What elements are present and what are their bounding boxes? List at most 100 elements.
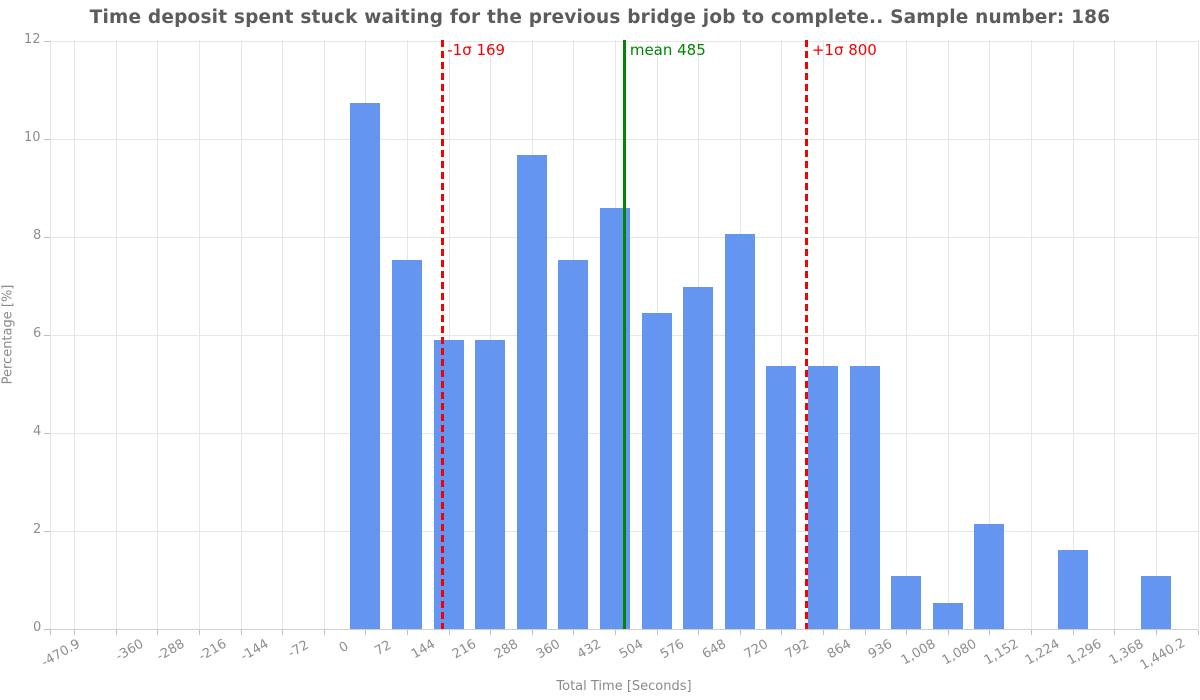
histogram-bar <box>350 102 381 630</box>
x-tick <box>531 630 533 636</box>
x-axis-line <box>44 629 1198 631</box>
x-tick <box>323 630 325 636</box>
x-tick-label: -360 <box>113 636 147 665</box>
x-tick-label: 1,152 <box>981 636 1022 668</box>
x-tick-label: 504 <box>616 636 646 663</box>
y-tick <box>44 433 50 435</box>
histogram-bar <box>974 523 1005 630</box>
plus-1-sigma-line <box>805 40 809 630</box>
x-axis-title: Total Time [Seconds] <box>556 679 692 694</box>
v-gridline <box>74 40 76 630</box>
mean-line <box>623 40 627 630</box>
x-tick-label: 1,440.2 <box>1137 635 1189 674</box>
histogram-bar <box>724 234 755 630</box>
x-tick <box>157 630 159 636</box>
histogram-bar <box>849 365 880 630</box>
x-tick-label: 1,008 <box>898 636 938 668</box>
x-tick-label: 288 <box>491 636 521 663</box>
histogram-bar <box>766 365 797 630</box>
histogram-bar <box>475 339 506 630</box>
y-tick <box>44 629 50 631</box>
histogram-bar <box>891 576 922 630</box>
x-tick <box>781 630 783 636</box>
y-tick <box>44 139 50 141</box>
y-tick-label: 12 <box>24 32 41 48</box>
plus-1-sigma-label: +1σ 800 <box>811 41 877 59</box>
x-tick <box>947 630 949 636</box>
v-gridline <box>864 40 866 630</box>
x-tick <box>989 630 991 636</box>
x-tick <box>823 630 825 636</box>
y-tick-label: 4 <box>33 424 42 440</box>
x-tick-label: 864 <box>824 636 854 663</box>
x-tick-label: -470.9 <box>39 636 84 671</box>
x-tick <box>240 630 242 636</box>
v-gridline <box>50 40 51 630</box>
y-tick-label: 8 <box>33 228 42 244</box>
x-tick <box>1198 630 1199 636</box>
v-gridline <box>906 40 908 630</box>
x-tick-label: 72 <box>372 637 395 660</box>
v-gridline <box>198 40 200 630</box>
v-gridline <box>1114 40 1116 630</box>
v-gridline <box>1198 40 1199 630</box>
histogram-bar <box>1057 550 1088 630</box>
v-gridline <box>490 40 492 630</box>
y-tick <box>44 531 50 533</box>
v-gridline <box>240 40 242 630</box>
histogram-bar <box>683 286 714 630</box>
x-tick-label: 216 <box>450 636 480 663</box>
y-tick <box>44 335 50 337</box>
x-tick <box>573 630 575 636</box>
x-tick-label: 720 <box>741 636 771 663</box>
v-gridline <box>448 40 450 630</box>
x-tick <box>615 630 616 636</box>
x-tick-label: -216 <box>196 636 230 665</box>
x-tick-label: -288 <box>154 636 188 665</box>
x-tick-label: 0 <box>337 638 352 656</box>
x-tick-label: -72 <box>285 637 312 662</box>
histogram-bar <box>932 602 963 630</box>
v-gridline <box>947 40 949 630</box>
x-tick <box>656 630 658 636</box>
x-tick <box>448 630 450 636</box>
chart-title: Time deposit spent stuck waiting for the… <box>89 7 1111 28</box>
histogram-bar <box>558 260 589 630</box>
x-tick-label: 432 <box>575 636 605 663</box>
histogram-bar <box>516 155 547 630</box>
x-tick <box>490 630 492 636</box>
y-tick-label: 10 <box>24 130 41 146</box>
v-gridline <box>1155 40 1157 630</box>
histogram-bar <box>392 260 422 630</box>
x-tick-label: 576 <box>658 636 688 663</box>
v-gridline <box>323 40 325 630</box>
x-tick-label: 360 <box>533 636 563 663</box>
histogram-bar <box>433 339 464 630</box>
x-tick-label: 1,224 <box>1023 636 1063 668</box>
x-tick-label: 1,296 <box>1064 636 1105 668</box>
x-tick-label: 648 <box>699 636 729 663</box>
x-tick-label: 144 <box>408 636 438 663</box>
histogram-bar <box>641 313 672 630</box>
y-tick-label: 0 <box>33 620 42 636</box>
y-tick <box>44 41 50 43</box>
x-tick <box>198 630 200 636</box>
x-tick <box>115 630 117 636</box>
v-gridline <box>282 40 284 630</box>
x-tick-label: 936 <box>866 636 896 663</box>
minus-1-sigma-line <box>440 40 444 630</box>
x-tick <box>906 630 908 636</box>
x-tick <box>50 630 51 636</box>
minus-1-sigma-label: -1σ 169 <box>447 41 506 59</box>
x-tick <box>1114 630 1116 636</box>
y-tick-label: 2 <box>33 522 42 538</box>
x-tick <box>1155 630 1157 636</box>
v-gridline <box>781 40 783 630</box>
x-tick-label: 792 <box>783 636 813 663</box>
v-gridline <box>157 40 159 630</box>
y-tick-label: 6 <box>33 326 42 342</box>
x-tick <box>407 630 408 636</box>
v-gridline <box>1072 40 1074 630</box>
x-tick-label: 1,080 <box>939 636 980 668</box>
